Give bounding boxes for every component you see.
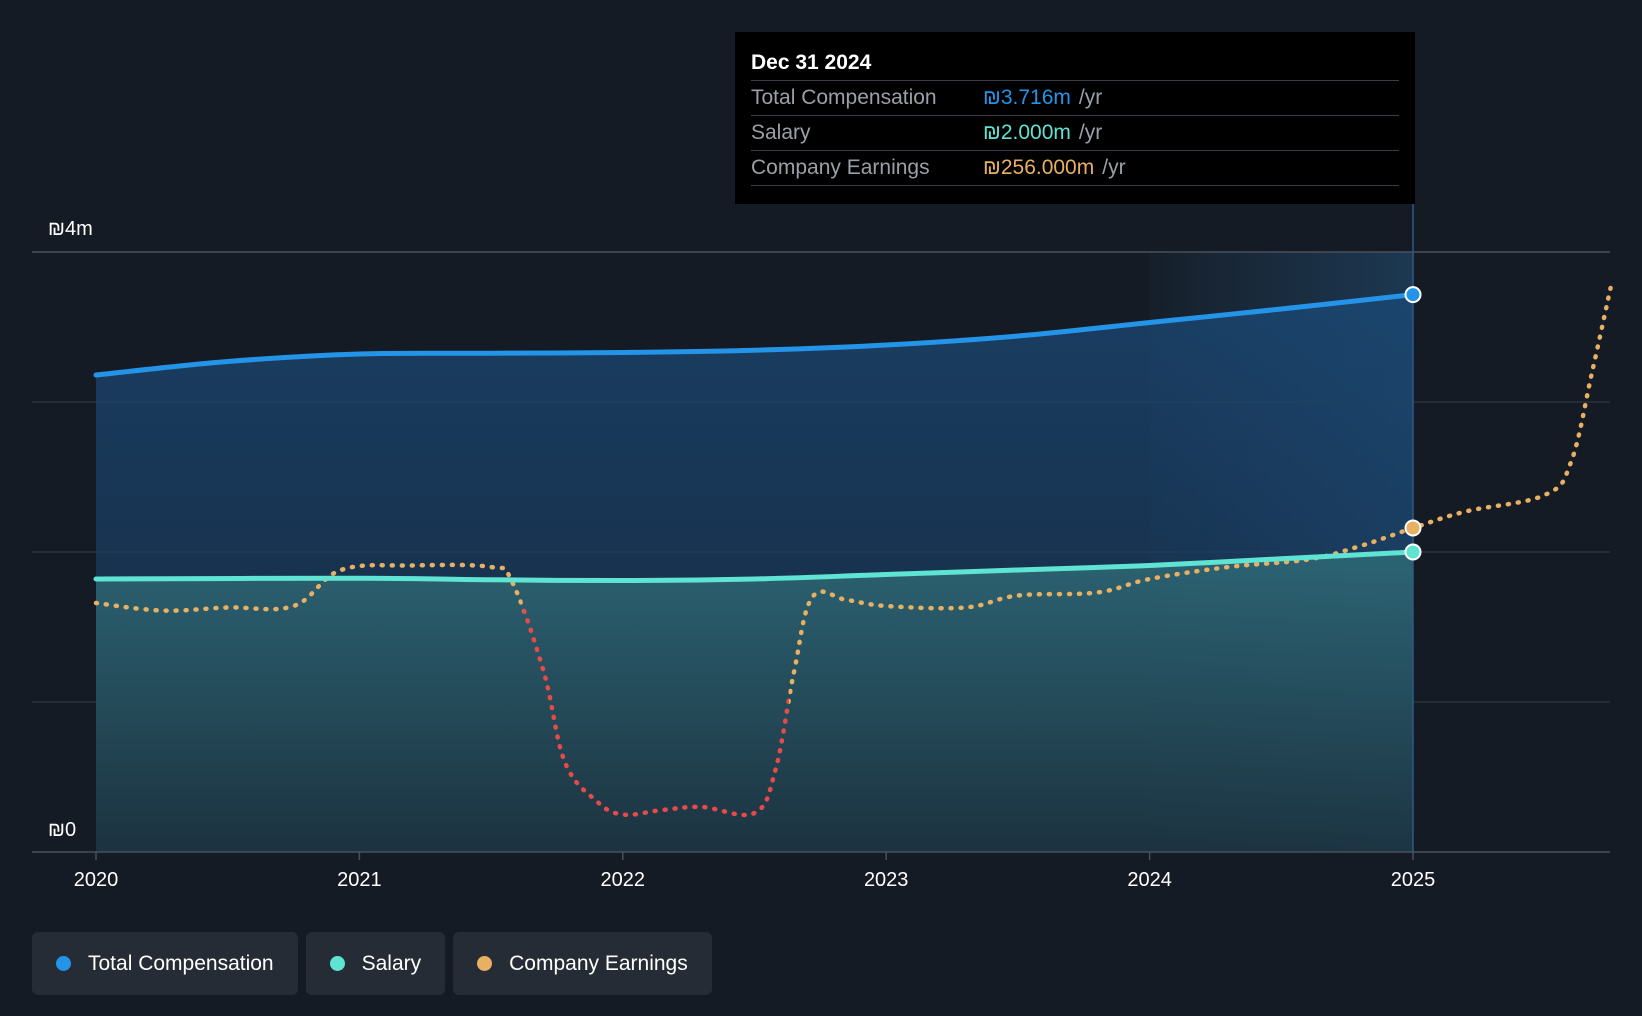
tooltip-row-value: ₪3.716m bbox=[983, 86, 1071, 109]
x-tick-label: 2022 bbox=[601, 869, 646, 891]
tooltip: Dec 31 2024 Total Compensation ₪3.716m /… bbox=[735, 32, 1415, 204]
legend-label: Company Earnings bbox=[509, 951, 688, 975]
legend-label: Total Compensation bbox=[88, 951, 274, 975]
x-tick-label: 2021 bbox=[337, 869, 382, 891]
tooltip-row-company-earnings: Company Earnings ₪256.000m /yr bbox=[751, 151, 1399, 186]
legend-item-total-compensation[interactable]: Total Compensation bbox=[32, 932, 298, 995]
tooltip-row-label: Salary bbox=[751, 121, 811, 144]
total-compensation-line bbox=[93, 292, 1416, 378]
legend: Total Compensation Salary Company Earnin… bbox=[32, 932, 712, 995]
legend-item-salary[interactable]: Salary bbox=[305, 932, 446, 995]
tooltip-row-unit: /yr bbox=[1078, 121, 1103, 144]
legend-dot-icon bbox=[56, 956, 71, 971]
legend-dot-icon bbox=[329, 956, 345, 971]
y-tick-label-top: ₪4m bbox=[48, 218, 93, 240]
tooltip-row-salary: Salary ₪2.000m /yr bbox=[751, 116, 1399, 151]
tooltip-row-value: ₪2.000m bbox=[983, 121, 1071, 144]
tooltip-row-label: Total Compensation bbox=[751, 86, 937, 109]
series-markers bbox=[1404, 286, 1422, 561]
x-tick-label: 2020 bbox=[74, 869, 119, 891]
tooltip-row-value: ₪256.000m bbox=[983, 156, 1095, 179]
x-tick-label: 2023 bbox=[864, 869, 909, 891]
tooltip-row-label: Company Earnings bbox=[751, 156, 930, 179]
x-tick-label: 2025 bbox=[1391, 869, 1436, 891]
legend-dot-icon bbox=[477, 956, 493, 971]
x-tick-label: 2024 bbox=[1127, 869, 1172, 891]
tooltip-row-unit: /yr bbox=[1102, 156, 1126, 179]
legend-label: Salary bbox=[361, 951, 422, 975]
legend-item-company-earnings[interactable]: Company Earnings bbox=[453, 932, 712, 995]
series-areas bbox=[96, 204, 1414, 853]
y-tick-label-bottom: ₪0 bbox=[48, 819, 76, 841]
company-earnings-marker[interactable] bbox=[1404, 519, 1422, 537]
salary-marker[interactable] bbox=[1404, 543, 1422, 561]
tooltip-row-total-compensation: Total Compensation ₪3.716m /yr bbox=[751, 81, 1399, 116]
tooltip-date: Dec 31 2024 bbox=[751, 46, 1399, 81]
salary-line bbox=[93, 549, 1416, 584]
total-compensation-marker[interactable] bbox=[1404, 286, 1422, 304]
x-axis: 2020 2021 2022 2023 2024 2025 bbox=[32, 851, 1610, 891]
salary-area bbox=[96, 552, 1413, 852]
tooltip-row-unit: /yr bbox=[1078, 86, 1103, 109]
